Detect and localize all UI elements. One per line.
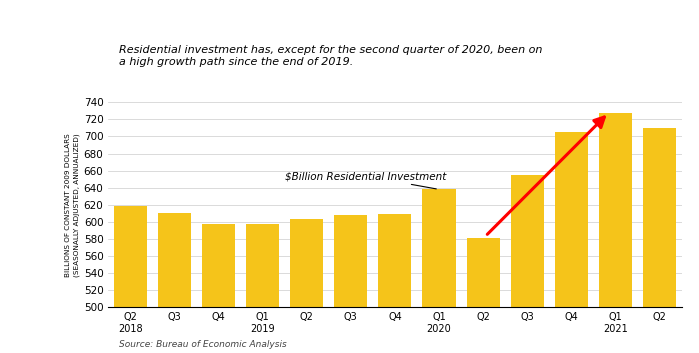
- Bar: [467, 238, 500, 353]
- Text: Residential investment has, except for the second quarter of 2020, been on
a hig: Residential investment has, except for t…: [119, 45, 542, 67]
- Text: Residential Investment: Residential Investment: [232, 12, 467, 30]
- Bar: [555, 132, 588, 353]
- Text: Source: Bureau of Economic Analysis: Source: Bureau of Economic Analysis: [119, 341, 287, 349]
- Bar: [202, 223, 235, 353]
- Bar: [290, 219, 323, 353]
- Bar: [643, 128, 676, 353]
- Bar: [114, 205, 147, 353]
- Bar: [378, 214, 412, 353]
- Bar: [158, 213, 191, 353]
- Bar: [599, 113, 632, 353]
- Text: $Billion Residential Investment: $Billion Residential Investment: [284, 171, 446, 189]
- Y-axis label: BILLIONS OF CONSTANT 2009 DOLLARS
(SEASONALLY ADJUSTED, ANNUALIZED): BILLIONS OF CONSTANT 2009 DOLLARS (SEASO…: [64, 133, 80, 277]
- Bar: [246, 223, 279, 353]
- Bar: [422, 190, 456, 353]
- Bar: [334, 215, 368, 353]
- Bar: [511, 175, 544, 353]
